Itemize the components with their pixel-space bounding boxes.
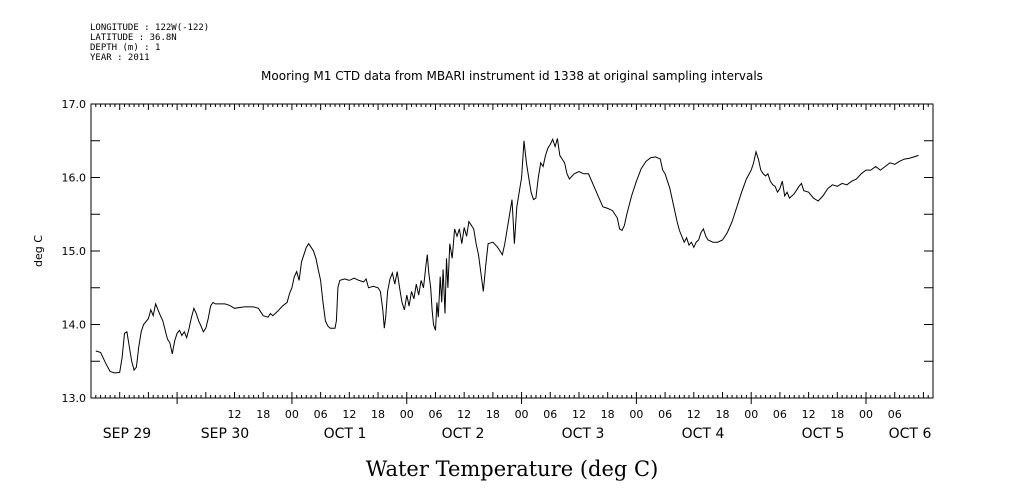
x-date-label: SEP 29: [103, 426, 151, 442]
x-date-label: OCT 5: [802, 426, 845, 442]
x-hour-label: 18: [256, 408, 270, 421]
x-hour-label: 18: [830, 408, 844, 421]
x-hour-label: 12: [572, 408, 586, 421]
y-axis-label: deg C: [32, 235, 45, 267]
y-tick-label: 17.0: [62, 98, 87, 111]
x-hour-label: 00: [515, 408, 529, 421]
x-hour-label: 18: [371, 408, 385, 421]
y-tick-label: 13.0: [62, 392, 87, 405]
x-hour-label: 18: [601, 408, 615, 421]
x-date-label: SEP 30: [201, 426, 249, 442]
chart-title: Mooring M1 CTD data from MBARI instrumen…: [261, 69, 763, 83]
x-date-labels: SEP 29 SEP 30 OCT 1 OCT 2 OCT 3 OCT 4 OCT 5 OCT…: [103, 426, 932, 442]
y-tick-label: 15.0: [62, 245, 87, 258]
x-hour-label: 06: [888, 408, 902, 421]
metadata-longitude: LONGITUDE : 122W(-122): [90, 23, 209, 33]
x-hour-label: 00: [400, 408, 414, 421]
y-tick-label: 16.0: [62, 172, 87, 185]
x-date-label: OCT 2: [442, 426, 485, 442]
metadata-block: LONGITUDE : 122W(-122) LATITUDE : 36.8N …: [90, 23, 209, 63]
x-hour-label: 06: [428, 408, 442, 421]
x-hour-label: 18: [486, 408, 500, 421]
plot-frame: [90, 103, 934, 399]
x-hour-labels: 12 18 00 06 12 18 00 06 12 18 00 06 12 18 00 06 12 18 00 06…: [228, 408, 902, 421]
x-hour-label: 00: [629, 408, 643, 421]
x-hour-label: 12: [342, 408, 356, 421]
y-axis: 13.0 14.0 15.0 16.0 17.0: [62, 98, 933, 405]
series-line-water-temperature: [95, 137, 919, 374]
x-hour-label: 06: [773, 408, 787, 421]
x-hour-label: 00: [859, 408, 873, 421]
metadata-year: YEAR : 2011: [90, 53, 150, 63]
x-hour-label: 12: [687, 408, 701, 421]
x-hour-label: 00: [285, 408, 299, 421]
metadata-depth: DEPTH (m) : 1: [90, 43, 160, 53]
x-date-label: OCT 6: [889, 426, 932, 442]
x-hour-label: 18: [716, 408, 730, 421]
x-hour-label: 06: [314, 408, 328, 421]
x-hour-label: 12: [228, 408, 242, 421]
x-hour-label: 06: [543, 408, 557, 421]
x-hour-label: 12: [802, 408, 816, 421]
x-hour-label: 00: [744, 408, 758, 421]
x-hour-label: 06: [658, 408, 672, 421]
metadata-latitude: LATITUDE : 36.8N: [90, 33, 177, 43]
y-tick-label: 14.0: [62, 319, 87, 332]
x-hour-label: 12: [457, 408, 471, 421]
x-axis-title: Water Temperature (deg C): [366, 457, 659, 481]
x-date-label: OCT 3: [562, 426, 605, 442]
x-axis: [90, 104, 934, 404]
x-date-label: OCT 4: [682, 426, 725, 442]
x-date-label: OCT 1: [324, 426, 367, 442]
